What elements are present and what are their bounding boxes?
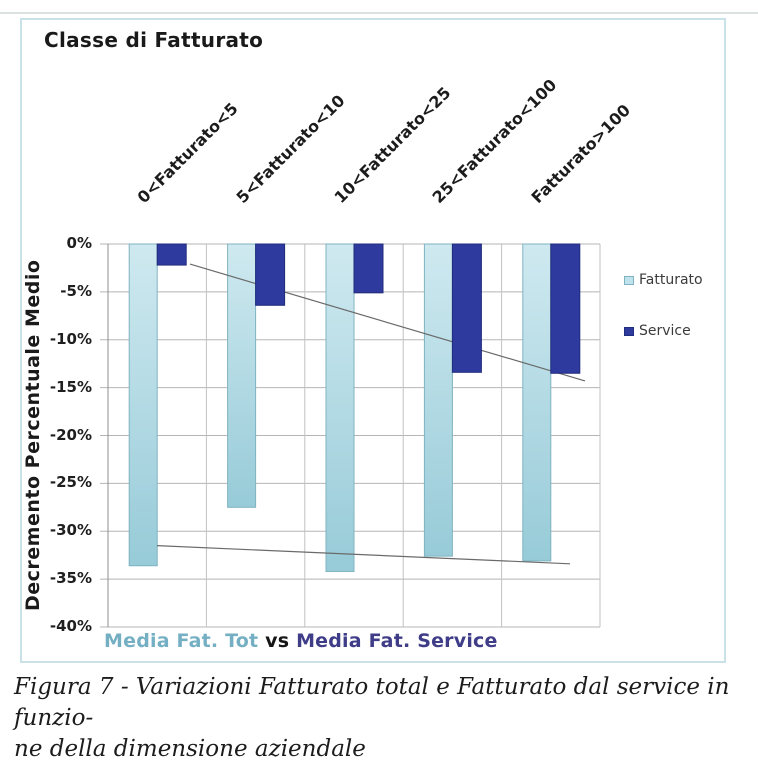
figure-caption-line2: ne della dimensione aziendale xyxy=(14,736,366,762)
bar-fatturato-2 xyxy=(325,243,355,572)
bar-fatturato-1 xyxy=(227,243,257,508)
subtitle-vs: vs xyxy=(258,630,297,652)
y-tick-0%: 0% xyxy=(66,234,92,252)
y-tick--35%: -35% xyxy=(49,569,92,588)
legend-swatch-fatturato xyxy=(624,275,634,285)
page-top-rule xyxy=(0,12,758,14)
figure-caption-line1: Figura 7 - Variazioni Fatturato total e … xyxy=(14,674,730,731)
bar-service-0 xyxy=(156,243,187,266)
trendline-fatturato xyxy=(156,545,571,565)
bar-service-1 xyxy=(255,243,286,306)
y-tick--10%: -10% xyxy=(49,329,92,348)
y-tick--5%: -5% xyxy=(60,281,92,300)
y-tick--25%: -25% xyxy=(49,473,92,492)
bar-service-4 xyxy=(550,243,581,374)
legend-item-service: Service xyxy=(624,323,691,339)
chart-subtitle: Media Fat. Tot vs Media Fat. Service xyxy=(104,630,498,652)
y-tick--15%: -15% xyxy=(49,377,92,396)
y-tick--40%: -40% xyxy=(49,617,92,635)
subtitle-media-fat-service: Media Fat. Service xyxy=(296,630,498,652)
bar-fatturato-3 xyxy=(423,243,453,557)
figure-caption: Figura 7 - Variazioni Fatturato total e … xyxy=(14,672,750,765)
bar-fatturato-4 xyxy=(522,243,552,562)
bar-service-3 xyxy=(451,243,482,373)
legend-swatch-service xyxy=(624,326,634,336)
subtitle-media-fat-tot: Media Fat. Tot xyxy=(104,630,259,652)
legend-label-service: Service xyxy=(639,323,691,339)
plot-area xyxy=(100,243,601,628)
chart-title: Classe di Fatturato xyxy=(44,28,264,52)
legend-item-fatturato: Fatturato xyxy=(624,272,703,288)
y-tick--30%: -30% xyxy=(49,521,92,540)
y-tick--20%: -20% xyxy=(49,425,92,444)
bar-fatturato-0 xyxy=(128,243,158,567)
bar-service-2 xyxy=(353,243,384,294)
legend-label-fatturato: Fatturato xyxy=(639,272,703,288)
